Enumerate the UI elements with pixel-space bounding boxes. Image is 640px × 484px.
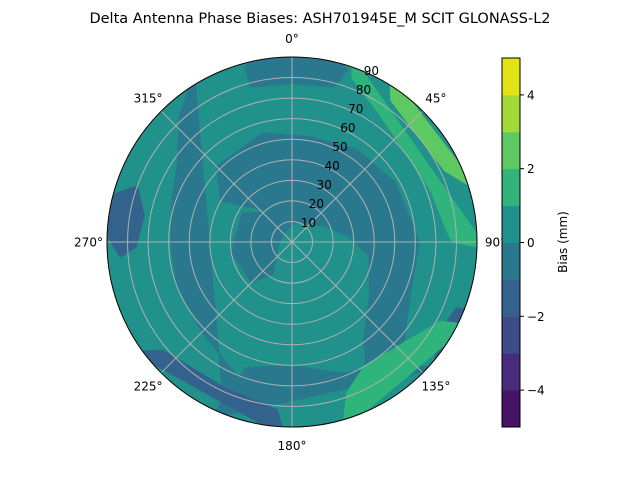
chart-title: Delta Antenna Phase Biases: ASH701945E_M… — [89, 11, 550, 27]
angle-gridline — [291, 110, 424, 243]
radial-tick-label: 80 — [356, 83, 371, 97]
colorbar-segment — [502, 242, 520, 280]
radial-tick-label: 60 — [340, 121, 355, 135]
angle-tick-label: 135° — [421, 379, 450, 393]
contour-region — [170, 72, 242, 426]
colorbar-segment — [502, 58, 520, 96]
radial-tick-label: 50 — [332, 140, 347, 154]
angle-tick-label: 225° — [134, 379, 163, 393]
colorbar-label: Bias (mm) — [556, 211, 570, 273]
angle-tick-label: 270° — [74, 236, 103, 250]
colorbar: −4 −2 0 2 4 — [501, 57, 545, 428]
colorbar-segment — [502, 168, 520, 207]
colorbar-segment — [502, 353, 520, 391]
polar-frame — [106, 56, 478, 428]
contour-region — [351, 57, 477, 250]
colorbar-tick-label: 0 — [527, 236, 535, 250]
colorbar-tick-label: 4 — [527, 88, 535, 102]
radial-tick-label: 90 — [364, 64, 379, 78]
angle-tick-label: 180° — [278, 439, 307, 453]
colorbar-tick-label: −4 — [527, 384, 545, 398]
colorbar-segment — [502, 205, 520, 243]
colorbar-segment — [502, 131, 520, 170]
colorbar-tick-label: −2 — [527, 310, 545, 324]
angle-tick-label: 45° — [425, 92, 446, 106]
contour-region — [389, 72, 477, 192]
angle-tick-label: 315° — [134, 92, 163, 106]
radial-tick-label: 10 — [301, 216, 316, 230]
tick-labels: 0° 45° 90° 135° 180° 225° 270° 315° 10 20 30 40 50 60… — [74, 32, 506, 453]
colorbar-segment — [502, 390, 520, 428]
angle-gridline — [160, 241, 293, 374]
contour-region — [244, 57, 349, 88]
colorbar-segment — [502, 316, 520, 354]
polar-grid — [106, 56, 478, 428]
colorbar-segment — [502, 94, 520, 133]
radial-tick-label: 30 — [317, 178, 332, 192]
angle-tick-label: 0° — [285, 32, 299, 46]
radial-tick-label: 40 — [324, 159, 339, 173]
radial-tick-label: 70 — [348, 102, 363, 116]
angle-gridline — [160, 110, 293, 243]
contour-region — [129, 349, 286, 427]
angle-gridline — [291, 241, 424, 374]
colorbar-tick-label: 2 — [527, 162, 535, 176]
colorbar-segment — [502, 279, 520, 317]
radial-tick-label: 20 — [309, 197, 324, 211]
angle-tick-label: 90° — [485, 236, 506, 250]
